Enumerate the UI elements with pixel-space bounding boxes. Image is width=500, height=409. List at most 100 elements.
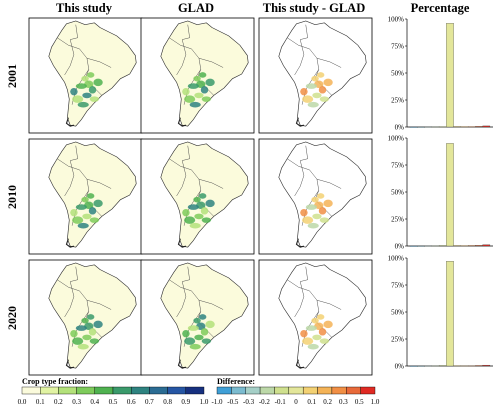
legend-swatch xyxy=(185,386,205,395)
bar xyxy=(460,126,469,128)
legend-tick-label: 0.7 xyxy=(145,398,154,406)
y-tick-label: 25% xyxy=(391,216,404,224)
legend-tick-label: 0.8 xyxy=(163,398,172,406)
coastline-detail xyxy=(177,359,187,369)
row-label-2010: 2010 xyxy=(5,185,19,209)
legend-tick-label: 0.2 xyxy=(54,398,63,406)
bar xyxy=(482,244,491,247)
crop-patch xyxy=(86,72,95,78)
crop-patch xyxy=(88,328,97,336)
y-tick-label: 75% xyxy=(391,43,404,51)
crop-patch xyxy=(184,216,196,224)
legend-swatch xyxy=(288,386,304,395)
bar xyxy=(446,23,454,128)
bar xyxy=(431,245,440,247)
bar xyxy=(417,365,425,367)
crop-patch xyxy=(300,87,308,96)
bar xyxy=(417,126,425,128)
crop-patch xyxy=(81,75,89,82)
coastline-detail xyxy=(177,238,187,248)
col-title-glad: GLAD xyxy=(178,1,214,15)
y-tick-label: 25% xyxy=(391,336,404,344)
map-panel-2010-2 xyxy=(258,138,373,255)
crop-patch xyxy=(323,78,333,87)
percentage-charts: 0% 25% 50% 75% 100% 0% 25% 50% 75% 100% 0% 25% 50% 75… xyxy=(388,16,493,371)
bar xyxy=(460,245,469,247)
crop-patch xyxy=(193,75,201,82)
legend-swatch xyxy=(259,386,275,395)
crop-patch xyxy=(300,329,308,338)
crop-patch xyxy=(89,338,100,344)
difference-legend: -1.0 -0.5 -0.3 -0.2 -0.1 0 0.1 0.2 0.3 0.5 1.0 xyxy=(211,386,380,406)
legend-swatch xyxy=(331,386,347,395)
bar xyxy=(453,245,461,247)
legend-tick-label: -0.1 xyxy=(275,398,287,406)
y-tick-label: 50% xyxy=(391,70,404,78)
crop-patch xyxy=(312,92,322,99)
crop-patch xyxy=(189,101,201,108)
legend-swatch xyxy=(76,386,95,395)
bar xyxy=(475,365,483,367)
y-tick-label: 0% xyxy=(395,243,405,251)
crop-patch xyxy=(318,86,327,94)
south-america-map xyxy=(48,262,137,369)
y-tick-label: 25% xyxy=(391,97,404,105)
map-panel-2010-1 xyxy=(140,138,255,255)
crop-patch xyxy=(311,196,319,203)
crop-patch xyxy=(201,338,212,344)
legend-tick-label: -1.0 xyxy=(211,398,223,406)
bar xyxy=(475,245,483,247)
crop-patch xyxy=(201,217,212,223)
south-america-map xyxy=(48,141,137,248)
crop-patch xyxy=(182,329,190,338)
legend-tick-label: -0.5 xyxy=(227,398,239,406)
south-america-map xyxy=(278,141,367,248)
legend-swatch xyxy=(317,386,333,395)
crop-patch xyxy=(70,329,78,338)
legend-swatch xyxy=(21,386,41,395)
map-panel-2020-0 xyxy=(28,259,143,376)
crop-patch xyxy=(70,208,78,217)
crop-patch xyxy=(318,328,327,336)
legend-tick-label: 0.2 xyxy=(323,398,332,406)
legend-tick-label: -0.3 xyxy=(243,398,255,406)
bar xyxy=(424,245,432,247)
crop-patch xyxy=(316,193,325,199)
percentage-chart-2020: 0% 25% 50% 75% 100% xyxy=(388,255,493,371)
south-america-map xyxy=(48,20,137,127)
crop-patch xyxy=(189,222,201,229)
crop-patch xyxy=(89,96,100,102)
y-tick-label: 100% xyxy=(388,135,405,143)
legend-tick-label: 0 xyxy=(294,398,298,406)
bar xyxy=(468,126,476,128)
crop-patch xyxy=(187,83,199,89)
bar xyxy=(482,364,491,367)
legend-swatch xyxy=(167,386,187,395)
difference-legend-title: Difference: xyxy=(217,377,255,386)
percentage-chart-2010: 0% 25% 50% 75% 100% xyxy=(388,135,493,251)
south-america-map xyxy=(160,20,249,127)
crop-patch xyxy=(193,317,201,324)
crop-patch xyxy=(323,199,333,208)
crop-patch xyxy=(200,328,209,336)
crop-patch xyxy=(307,222,319,229)
legend-swatch xyxy=(302,386,318,395)
legend-swatch xyxy=(216,386,232,395)
crop-patch xyxy=(302,216,314,224)
crop-patch xyxy=(82,213,92,220)
crop-patch xyxy=(302,95,314,103)
coastline-detail xyxy=(295,238,305,248)
col-title-this-study: This study xyxy=(56,1,113,15)
fraction-legend: 0.0 0.1 0.2 0.3 0.4 0.5 0.6 0.7 0.8 0.9 1.0 xyxy=(18,386,209,406)
y-tick-label: 0% xyxy=(395,124,405,132)
coastline-detail xyxy=(65,117,75,127)
legend-tick-label: 0.3 xyxy=(72,398,81,406)
crop-patch xyxy=(198,72,207,78)
y-tick-label: 0% xyxy=(395,363,405,371)
bar xyxy=(424,365,432,367)
map-panel-2010-0 xyxy=(28,138,143,255)
legend-tick-label: 0.5 xyxy=(355,398,364,406)
legend-swatch xyxy=(130,386,150,395)
crop-patch xyxy=(198,193,207,199)
crop-patch xyxy=(77,222,89,229)
